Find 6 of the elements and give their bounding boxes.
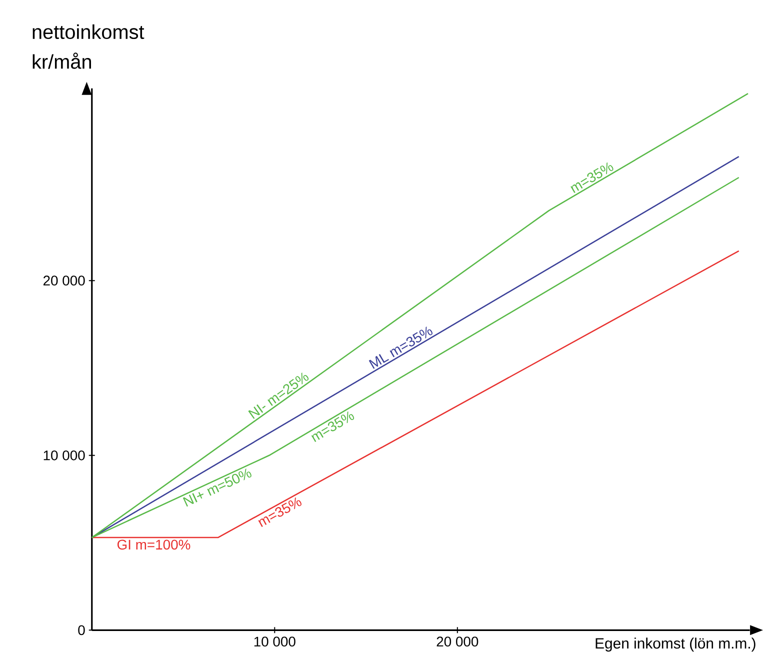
x-axis-title: Egen inkomst (lön m.m.): [596, 638, 756, 652]
y-axis-title: nettoinkomst kr/mån: [32, 24, 144, 69]
y-tick-label: 10 000: [44, 450, 85, 460]
annotation: GI m=100%: [117, 540, 190, 550]
y-tick-label: 20 000: [43, 276, 85, 286]
y-tick-label: 0: [78, 625, 85, 636]
